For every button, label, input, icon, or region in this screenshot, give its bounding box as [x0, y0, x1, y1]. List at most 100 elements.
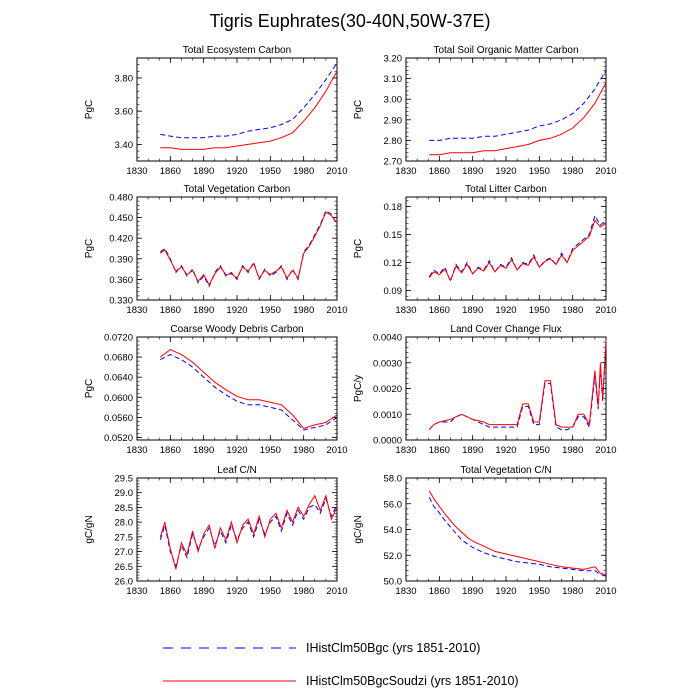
y-tick-label: 2.70	[384, 157, 403, 168]
x-tick-label: 1890	[193, 166, 214, 177]
y-axis-label: PgC	[353, 100, 364, 119]
series-line-bgc	[160, 354, 338, 431]
x-tick-label: 1830	[395, 305, 416, 316]
y-tick-label: 0.0010	[373, 410, 402, 421]
y-tick-label: 3.40	[115, 140, 134, 151]
x-tick-label: 1830	[126, 445, 147, 456]
chart-panel: Total Vegetation C/N gC/gN 1830 1860 1890 192…	[353, 465, 617, 597]
x-tick-label: 1980	[562, 166, 583, 177]
y-tick-label: 3.20	[384, 54, 403, 65]
y-tick-label: 0.390	[109, 254, 133, 265]
y-tick-label: 0.0720	[104, 333, 133, 344]
y-axis-label: PgC	[84, 100, 95, 119]
plot-frame	[405, 477, 607, 582]
series-line-bgc	[428, 214, 607, 283]
x-tick-label: 1860	[429, 166, 450, 177]
y-tick-label: 56.0	[384, 499, 403, 510]
x-tick-label: 1860	[160, 586, 181, 597]
y-tick-label: 0.0520	[104, 433, 133, 444]
x-tick-label: 1890	[462, 305, 483, 316]
x-tick-label: 1950	[529, 586, 550, 597]
y-axis-label: PgC	[353, 239, 364, 258]
y-tick-label: 3.00	[384, 95, 403, 106]
y-axis-label: PgC	[84, 379, 95, 398]
x-tick-label: 1830	[126, 586, 147, 597]
x-tick-label: 1920	[226, 166, 247, 177]
y-tick-label: 27.0	[115, 547, 134, 558]
x-tick-label: 2010	[326, 305, 347, 316]
x-tick-label: 1980	[562, 305, 583, 316]
y-tick-label: 0.480	[109, 193, 133, 204]
y-tick-label: 0.450	[109, 213, 133, 224]
plot-frame	[405, 57, 607, 162]
x-tick-label: 2010	[595, 445, 616, 456]
x-tick-label: 1830	[395, 586, 416, 597]
x-tick-label: 1860	[160, 166, 181, 177]
y-tick-label: 0.0030	[373, 358, 402, 369]
legend: IHistClm50Bgc (yrs 1851-2010) IHistClm50…	[163, 641, 519, 688]
x-tick-label: 1890	[193, 445, 214, 456]
x-tick-label: 1980	[293, 166, 314, 177]
x-tick-label: 1950	[260, 166, 281, 177]
y-tick-label: 0.0560	[104, 413, 133, 424]
x-tick-label: 1830	[395, 445, 416, 456]
y-tick-label: 0.420	[109, 234, 133, 245]
y-tick-label: 29.0	[115, 488, 134, 499]
x-tick-label: 1980	[562, 445, 583, 456]
x-tick-label: 1890	[462, 586, 483, 597]
panel-title: Total Ecosystem Carbon	[183, 45, 291, 56]
y-tick-label: 0.0680	[104, 353, 133, 364]
x-tick-label: 1920	[226, 586, 247, 597]
x-tick-label: 1860	[429, 586, 450, 597]
x-tick-label: 2010	[326, 445, 347, 456]
panel-title: Total Vegetation C/N	[460, 465, 551, 476]
x-tick-label: 1860	[160, 445, 181, 456]
x-tick-label: 1950	[529, 305, 550, 316]
y-tick-label: 0.0040	[373, 333, 402, 344]
y-tick-label: 3.10	[384, 74, 403, 85]
chart-panels: Total Ecosystem Carbon PgC 1830 1860 1890 192…	[84, 45, 617, 597]
x-tick-label: 1980	[293, 586, 314, 597]
panel-title: Land Cover Change Flux	[450, 324, 561, 335]
chart-panel: Total Soil Organic Matter Carbon PgC 1830 1…	[353, 45, 617, 177]
x-tick-label: 1890	[193, 586, 214, 597]
x-tick-label: 1830	[126, 305, 147, 316]
y-tick-label: 0.18	[384, 202, 403, 213]
chart-panel: Coarse Woody Debris Carbon PgC 1830 1860 189…	[84, 324, 348, 456]
y-tick-label: 26.0	[115, 577, 134, 588]
y-tick-label: 54.0	[384, 525, 403, 536]
x-tick-label: 1980	[293, 305, 314, 316]
x-tick-label: 1980	[293, 445, 314, 456]
x-tick-label: 1920	[495, 586, 516, 597]
y-tick-label: 0.330	[109, 296, 133, 307]
chart-panel: Total Ecosystem Carbon PgC 1830 1860 1890 192…	[84, 45, 348, 177]
y-tick-label: 28.0	[115, 518, 134, 529]
legend-label-bgc: IHistClm50Bgc (yrs 1851-2010)	[306, 641, 480, 655]
y-axis-label: PgC/y	[353, 375, 364, 402]
y-axis-label: gC/gN	[84, 515, 95, 543]
series-line-soudzi	[160, 349, 338, 429]
x-tick-label: 1890	[193, 305, 214, 316]
x-tick-label: 2010	[595, 586, 616, 597]
series-line-bgc	[429, 70, 607, 141]
y-tick-label: 2.90	[384, 115, 403, 126]
panel-title: Total Litter Carbon	[465, 184, 547, 195]
y-tick-label: 0.15	[384, 230, 403, 241]
series-line-soudzi	[159, 493, 338, 570]
series-line-bgc	[159, 209, 338, 288]
x-tick-label: 1830	[126, 166, 147, 177]
x-tick-label: 1920	[226, 445, 247, 456]
x-tick-label: 1920	[495, 166, 516, 177]
x-tick-label: 2010	[595, 166, 616, 177]
x-tick-label: 1920	[495, 305, 516, 316]
x-tick-label: 2010	[326, 166, 347, 177]
series-line-bgc	[159, 497, 338, 568]
x-tick-label: 1890	[462, 445, 483, 456]
y-tick-label: 0.09	[384, 286, 403, 297]
x-tick-label: 1980	[562, 586, 583, 597]
series-line-soudzi	[428, 339, 607, 431]
y-tick-label: 28.5	[115, 503, 134, 514]
x-tick-label: 1950	[260, 305, 281, 316]
y-tick-label: 58.0	[384, 474, 403, 485]
x-tick-label: 1920	[495, 445, 516, 456]
